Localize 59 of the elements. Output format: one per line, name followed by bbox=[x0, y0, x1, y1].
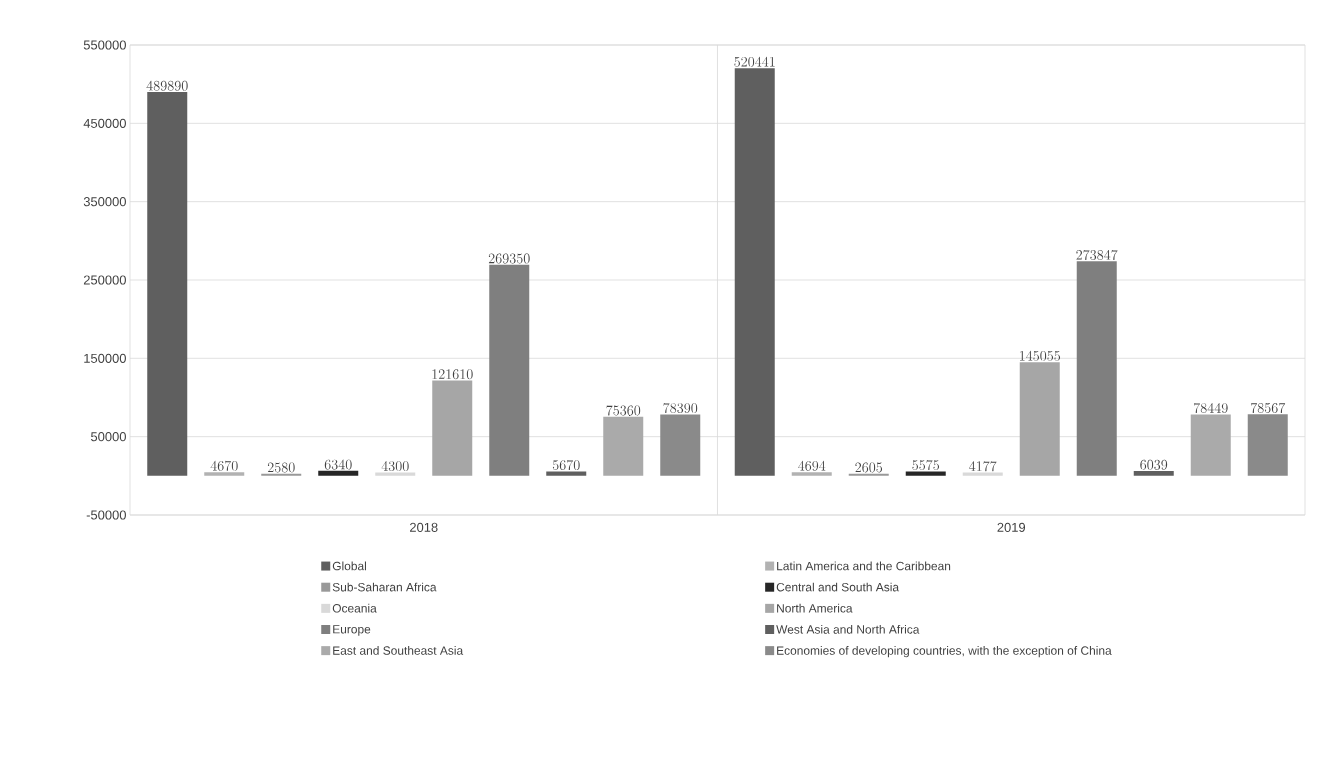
bar bbox=[791, 472, 832, 476]
legend-label: West Asia and North Africa bbox=[776, 624, 920, 634]
legend-label: Europe bbox=[333, 625, 371, 636]
bar bbox=[1133, 471, 1174, 476]
data-label: 4694 bbox=[798, 460, 826, 471]
y-tick-label: 350000 bbox=[83, 197, 126, 207]
legend-label: Central and South Asia bbox=[776, 582, 900, 592]
data-label: 121610 bbox=[432, 369, 473, 380]
legend-label: Oceania bbox=[332, 603, 377, 613]
bar bbox=[905, 471, 946, 476]
y-tick-label: 550000 bbox=[83, 40, 126, 50]
data-label: 269350 bbox=[488, 253, 530, 264]
data-label: 5670 bbox=[552, 459, 580, 470]
data-label: 4177 bbox=[969, 461, 997, 472]
bar bbox=[1019, 362, 1060, 476]
data-label: 4300 bbox=[381, 461, 409, 472]
bar bbox=[1190, 414, 1231, 476]
bar bbox=[603, 416, 644, 476]
y-tick-label: 250000 bbox=[83, 275, 126, 285]
bar bbox=[318, 470, 359, 476]
legend-label: Economies of developing countries, with the exception of China bbox=[777, 646, 1112, 658]
data-label: 6340 bbox=[324, 459, 352, 470]
data-label: 78390 bbox=[663, 403, 698, 414]
data-label: 273847 bbox=[1076, 249, 1118, 260]
bar bbox=[1247, 414, 1288, 476]
bar bbox=[489, 264, 530, 476]
legend-label: North America bbox=[777, 603, 853, 613]
data-label: 78449 bbox=[1193, 402, 1228, 413]
bar bbox=[962, 472, 1003, 476]
bar bbox=[375, 472, 416, 476]
data-label: 489890 bbox=[146, 80, 188, 91]
legend-label: Global bbox=[332, 561, 366, 571]
y-tick-label: 450000 bbox=[83, 118, 126, 128]
y-tick-label: -50000 bbox=[86, 510, 126, 520]
data-label: 78567 bbox=[1250, 402, 1286, 413]
data-label: 6039 bbox=[1140, 459, 1168, 470]
data-label: 4670 bbox=[210, 460, 238, 471]
data-label: 2605 bbox=[855, 462, 883, 473]
data-label: 75360 bbox=[606, 405, 641, 416]
legend-label: East and Southeast Asia bbox=[333, 646, 464, 655]
bar bbox=[848, 473, 889, 476]
x-tick-label: 2019 bbox=[997, 522, 1026, 532]
y-tick-label: 50000 bbox=[90, 432, 126, 442]
x-tick-label: 2018 bbox=[410, 522, 438, 532]
y-tick-label: 150000 bbox=[84, 353, 126, 363]
bar bbox=[432, 380, 473, 476]
data-label: 520441 bbox=[734, 56, 775, 67]
legend-label: Latin America and the Caribbean bbox=[777, 561, 951, 571]
bar bbox=[660, 414, 701, 476]
data-label: 2580 bbox=[267, 462, 295, 473]
data-label: 145055 bbox=[1019, 350, 1061, 361]
legend-label: Sub-Saharan Africa bbox=[332, 582, 437, 592]
bar bbox=[204, 472, 245, 476]
bar bbox=[261, 473, 302, 476]
data-label: 5575 bbox=[912, 460, 940, 471]
bar bbox=[734, 68, 775, 476]
bar bbox=[147, 92, 188, 476]
bar bbox=[1076, 261, 1117, 476]
bar bbox=[546, 471, 587, 476]
